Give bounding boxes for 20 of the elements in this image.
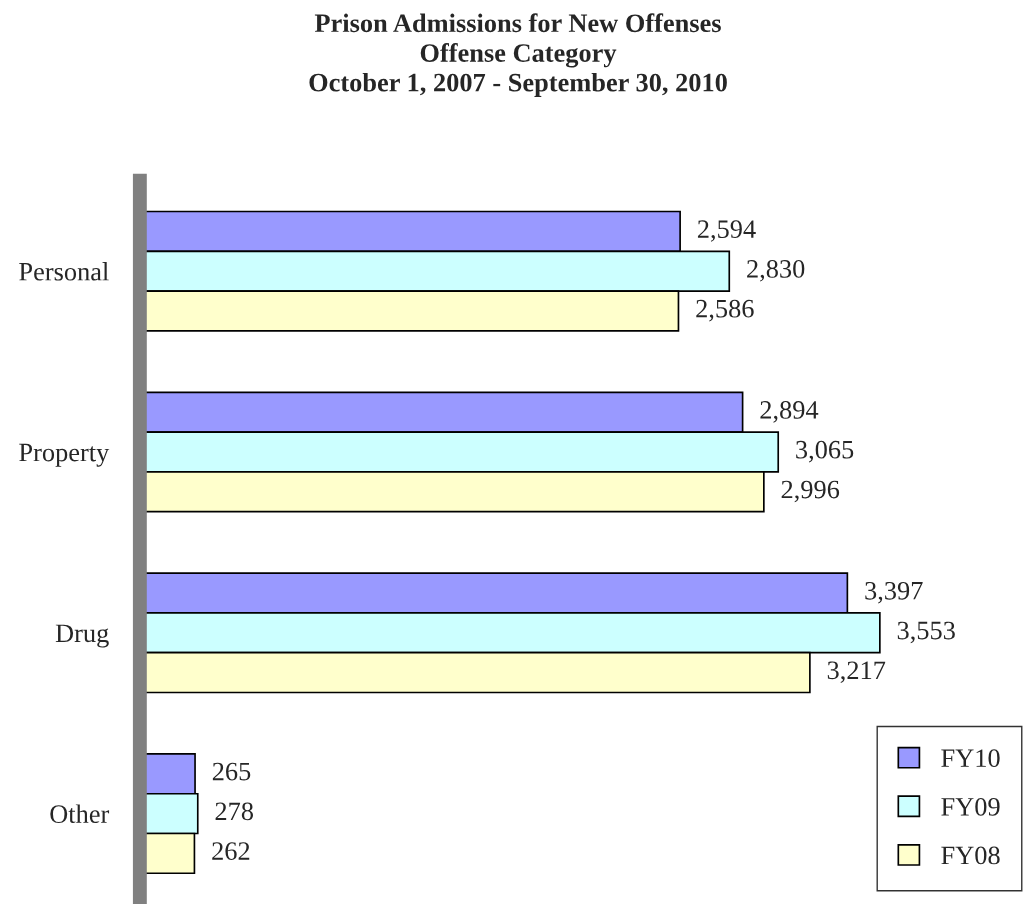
data-label: 2,594: [697, 220, 756, 242]
data-label: 3,065: [796, 440, 854, 463]
data-label: 278: [215, 802, 253, 821]
y-tick-label: Property: [19, 443, 110, 467]
y-tick-label: Other: [50, 804, 110, 824]
data-label: 265: [212, 762, 251, 781]
data-label: 2,996: [781, 480, 840, 503]
data-label: 2,830: [747, 260, 805, 282]
y-tick-label: Personal: [19, 262, 109, 281]
data-label: 2,586: [696, 299, 754, 322]
data-label: 2,894: [760, 401, 819, 423]
data-label: 3,553: [897, 621, 955, 644]
data-label: 262: [212, 842, 250, 860]
data-label: 3,397: [865, 581, 923, 604]
legend-label: FY09: [941, 797, 1000, 816]
data-label: 3,217: [827, 661, 886, 683]
legend-label: FY10: [941, 749, 1000, 768]
legend-label: FY08: [941, 846, 1000, 865]
chart-title: Prison Admissions for New Offenses Offense Category October 1, 2007 - September 30, 2010: [309, 13, 727, 97]
y-tick-label: Drug: [55, 624, 109, 648]
